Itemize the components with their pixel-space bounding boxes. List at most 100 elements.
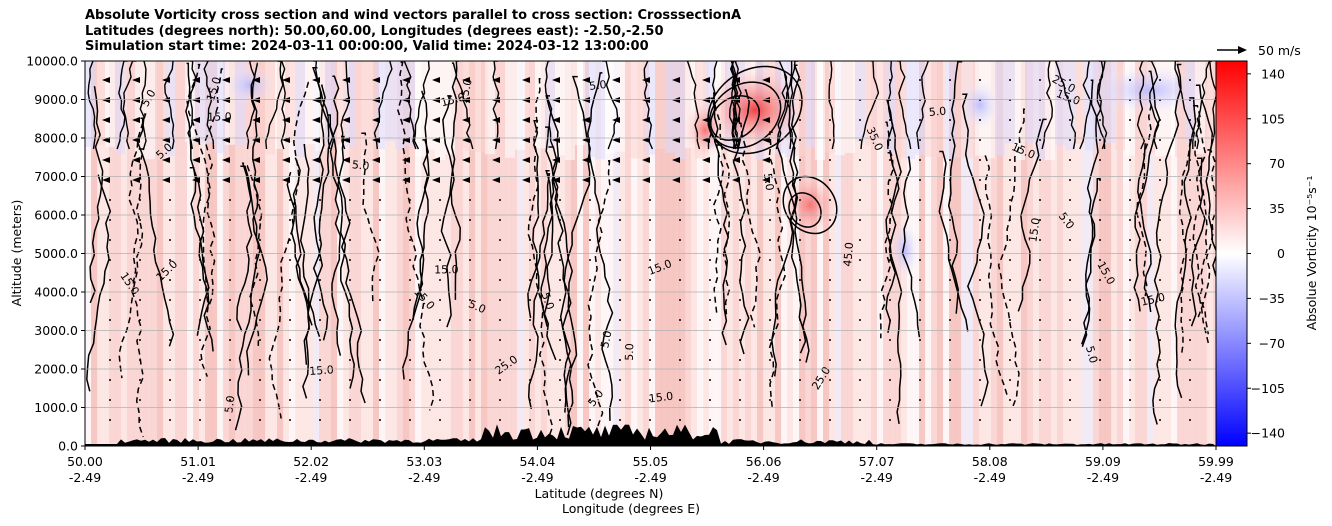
wind-vector-dot — [829, 199, 831, 201]
wind-vector-dot — [859, 79, 861, 81]
wind-vector-dot — [1069, 319, 1071, 321]
wind-vector-dot — [649, 339, 651, 341]
wind-vector-dot — [619, 219, 621, 221]
wind-vector — [1129, 319, 1131, 321]
wind-vector-dot — [1039, 419, 1041, 421]
wind-vector-arrowhead — [462, 157, 470, 163]
wind-vector-dot — [349, 199, 351, 201]
upper-band — [345, 61, 355, 147]
wind-vector-dot — [679, 419, 681, 421]
wind-vector-dot — [379, 279, 381, 281]
wind-vector-dot — [199, 319, 201, 321]
wind-vector — [1129, 179, 1131, 181]
wind-vector — [259, 379, 261, 381]
wind-vector — [312, 137, 320, 143]
wind-vector — [379, 279, 381, 281]
wind-vector — [559, 299, 561, 301]
wind-vector-dot — [1129, 359, 1131, 361]
wind-vector-dot — [949, 339, 951, 341]
wind-vector-dot — [139, 259, 141, 261]
wind-vector — [529, 339, 531, 341]
wind-vector — [1099, 279, 1101, 281]
wind-vector — [649, 299, 651, 301]
contour-line — [543, 169, 554, 327]
wind-vector-arrowhead — [552, 117, 560, 123]
wind-vector-arrowhead — [282, 157, 290, 163]
contour-line — [1133, 70, 1161, 312]
wind-vector-dot — [1039, 119, 1041, 121]
wind-vector-arrowhead — [612, 97, 620, 103]
wind-vector — [619, 279, 621, 281]
wind-vector-dot — [859, 279, 861, 281]
wind-vector-dot — [889, 119, 891, 121]
wind-vector-dot — [289, 359, 291, 361]
wind-vector-dot — [649, 239, 651, 241]
upper-band — [335, 61, 345, 145]
upper-contour-line — [916, 61, 930, 150]
wind-vector — [619, 399, 621, 401]
wind-vector-arrowhead — [612, 137, 620, 143]
wind-vector-dot — [319, 279, 321, 281]
wind-vector — [499, 239, 501, 241]
wind-vector-dot — [649, 219, 651, 221]
upper-band — [275, 61, 285, 149]
wind-vector — [289, 199, 291, 201]
wind-vector-arrowhead — [672, 137, 680, 143]
upper-contour-line — [278, 61, 286, 150]
wind-vector — [829, 239, 831, 241]
wind-vector — [1009, 139, 1011, 141]
wind-vector-arrowhead — [522, 137, 530, 143]
wind-vector-dot — [739, 379, 741, 381]
upper-band — [475, 61, 485, 153]
wind-vector — [829, 219, 831, 221]
wind-vector-arrowhead — [462, 97, 470, 103]
upper-band — [515, 61, 525, 150]
wind-vector — [139, 359, 141, 361]
wind-vector — [349, 299, 351, 301]
wind-vector — [349, 339, 351, 341]
wind-vector-arrowhead — [252, 97, 260, 103]
wind-vector — [1069, 139, 1071, 141]
wind-vector-dot — [829, 299, 831, 301]
wind-vector-arrowhead — [732, 137, 740, 143]
wind-vector-dot — [919, 119, 921, 121]
wind-vector-dot — [1129, 299, 1131, 301]
wind-vector-dot — [589, 219, 591, 221]
wind-vector — [769, 279, 771, 281]
wind-vector-arrowhead — [252, 117, 260, 123]
quiver-key: 50 m/s — [1217, 43, 1301, 58]
wind-vector — [1189, 399, 1191, 401]
wind-vector — [109, 199, 111, 201]
wind-vector-dot — [919, 339, 921, 341]
wind-vector — [649, 319, 651, 321]
wind-vector — [102, 137, 110, 143]
upper-contour-line — [1098, 61, 1108, 150]
upper-band — [155, 61, 165, 161]
wind-vector-arrowhead — [132, 77, 140, 83]
wind-vector — [1039, 279, 1041, 281]
wind-vector-dot — [919, 319, 921, 321]
upper-band — [145, 61, 155, 160]
wind-vector — [1009, 219, 1011, 221]
wind-vector — [799, 159, 801, 161]
wind-vector-dot — [799, 339, 801, 341]
terrain-mask — [85, 424, 1216, 446]
wind-vector — [222, 137, 230, 143]
wind-vector — [649, 239, 651, 241]
wind-vector — [342, 97, 350, 103]
wind-vector — [1069, 79, 1071, 81]
wind-vector — [1069, 159, 1071, 161]
wind-vector-dot — [379, 299, 381, 301]
wind-vector-dot — [709, 279, 711, 281]
wind-vector-arrowhead — [552, 137, 560, 143]
wind-vector-dot — [649, 419, 651, 421]
wind-vector-dot — [109, 339, 111, 341]
wind-vector — [409, 279, 411, 281]
upper-band — [1205, 61, 1215, 152]
wind-vector-arrowhead — [492, 177, 500, 183]
wind-vector-dot — [259, 259, 261, 261]
wind-vector-dot — [739, 299, 741, 301]
title-line-1: Absolute Vorticity cross section and win… — [85, 8, 742, 23]
contour-line — [548, 146, 572, 436]
wind-vector — [1039, 199, 1041, 201]
